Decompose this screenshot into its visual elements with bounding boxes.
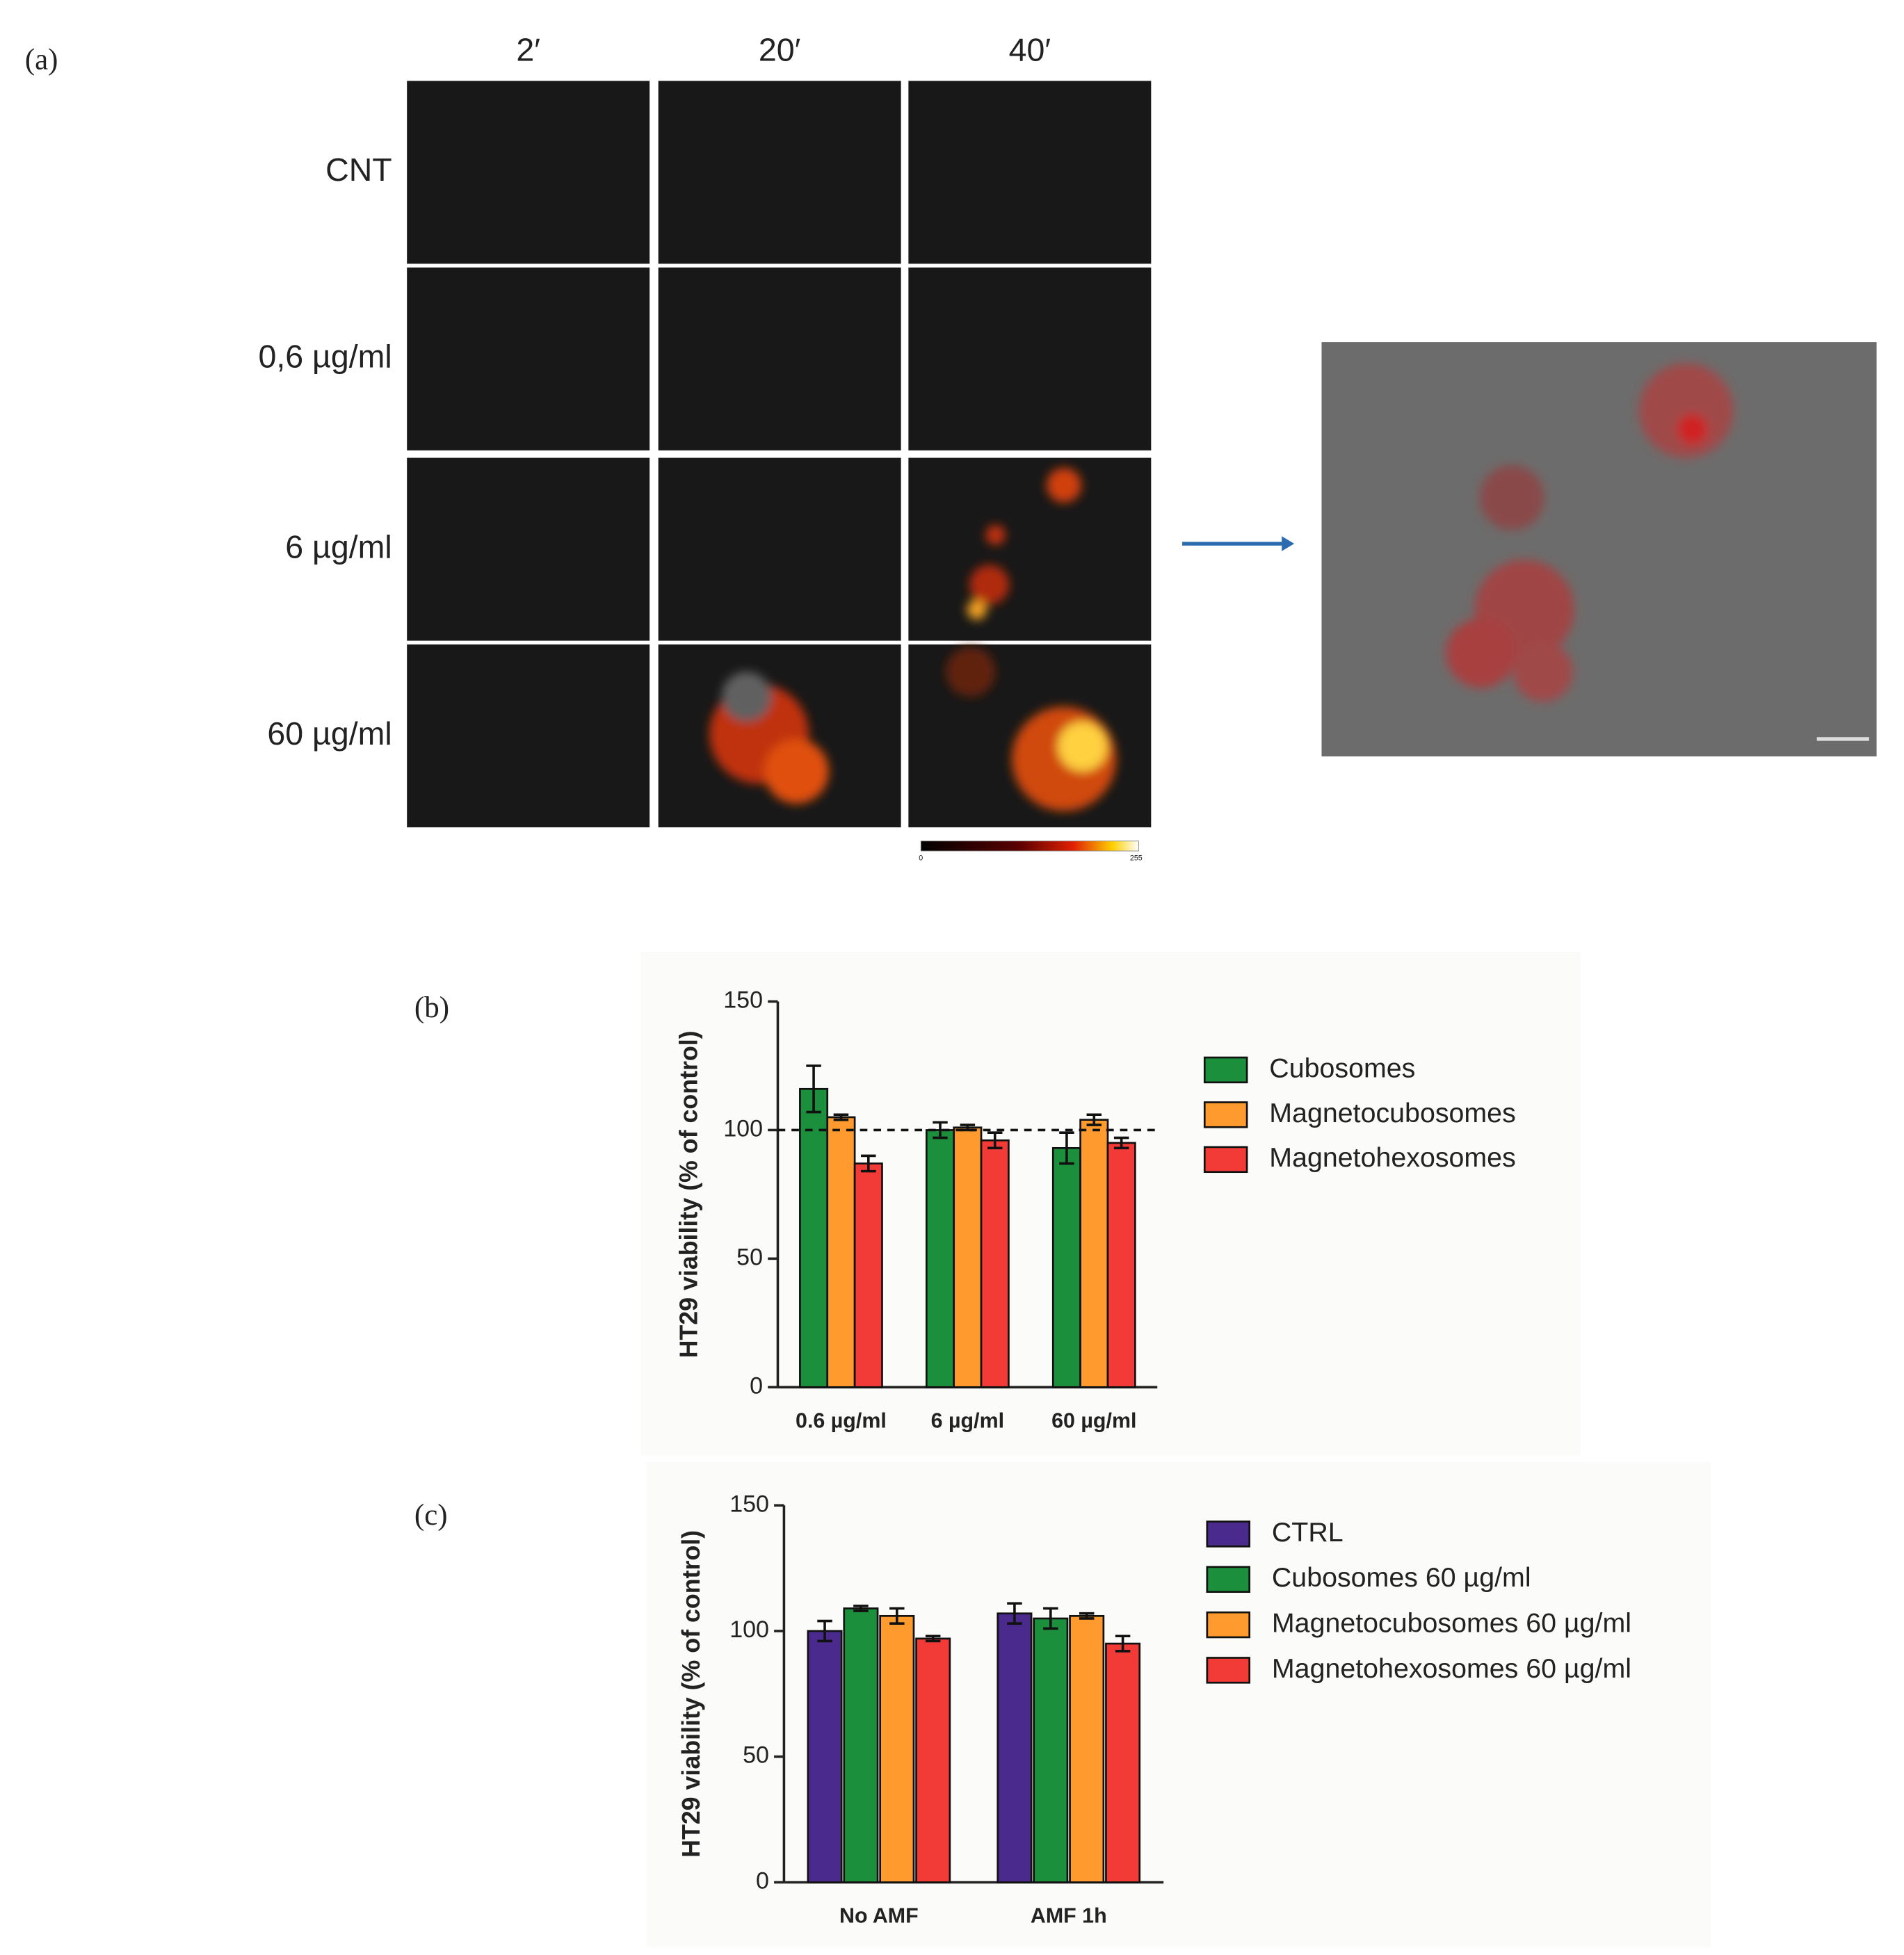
bar <box>915 1637 951 1883</box>
y-tick-label: 50 <box>743 1742 769 1769</box>
micrograph <box>658 457 901 641</box>
legend-swatch <box>1206 1520 1251 1548</box>
row-label: 60 µg/ml <box>267 715 392 752</box>
arrow-head <box>1282 536 1295 551</box>
error-bar <box>1079 1612 1095 1620</box>
bar <box>1079 1119 1109 1388</box>
legend-swatch <box>1203 1146 1248 1174</box>
bar <box>925 1129 955 1388</box>
error-bar <box>1007 1602 1022 1625</box>
legend-swatch <box>1206 1566 1251 1593</box>
legend-swatch <box>1206 1611 1251 1639</box>
error-bar <box>1115 1634 1131 1653</box>
y-axis-label: HT29 viability (% of control) <box>675 1030 703 1358</box>
legend-swatch <box>1206 1657 1251 1684</box>
micrograph <box>908 81 1152 264</box>
legend-label: CTRL <box>1272 1517 1344 1548</box>
charts: (b) 0 50 100 150 HT29 viability (% of control… <box>414 951 1711 1947</box>
legend-label: Magnetohexosomes 60 µg/ml <box>1272 1653 1631 1684</box>
bar-chart: (b) 0 50 100 150 HT29 viability (% of control… <box>414 951 1581 1456</box>
micrograph <box>407 644 650 828</box>
x-tick-label: 60 µg/ml <box>1051 1409 1136 1432</box>
micrograph <box>908 267 1152 451</box>
colorbar-label: 255 <box>1130 854 1143 863</box>
row-label: CNT <box>325 152 392 188</box>
panel-label: (c) <box>414 1499 448 1532</box>
panel-label: (a) <box>25 43 58 76</box>
error-bar <box>933 1121 948 1139</box>
bar-chart: (c) 0 50 100 150 HT29 viability (% of control… <box>414 1461 1711 1947</box>
y-tick-label: 150 <box>729 1491 769 1517</box>
bar <box>879 1614 915 1883</box>
error-bar <box>1113 1136 1129 1150</box>
bar <box>997 1612 1033 1883</box>
bar <box>1033 1617 1069 1883</box>
overlay-image <box>1321 342 1877 757</box>
bar <box>1106 1142 1136 1388</box>
error-bar <box>1043 1607 1058 1630</box>
legend-swatch <box>1203 1101 1248 1128</box>
panel-label: (b) <box>414 991 449 1024</box>
bar <box>953 1126 983 1388</box>
column-header: 40′ <box>1009 31 1051 67</box>
error-bar <box>1086 1113 1102 1126</box>
row-label: 0,6 µg/ml <box>258 339 392 375</box>
error-bar <box>833 1113 849 1121</box>
micrograph <box>407 267 650 451</box>
fluorescence <box>709 467 1117 811</box>
micrograph <box>908 457 1152 641</box>
x-tick-label: 0.6 µg/ml <box>796 1409 887 1432</box>
x-tick-label: AMF 1h <box>1031 1904 1107 1928</box>
colorbar <box>920 841 1139 852</box>
bar <box>1069 1614 1105 1883</box>
y-tick-label: 0 <box>750 1372 763 1399</box>
legend-label: Cubosomes <box>1269 1053 1415 1083</box>
error-bar <box>1059 1131 1074 1165</box>
row-label: 6 µg/ml <box>285 528 392 565</box>
column-header: 20′ <box>759 31 800 67</box>
error-bar <box>987 1131 1003 1150</box>
micrograph-grid: 2′ 20′ 40′ CNT 0,6 µg/ml 6 µg/ml 60 µg/ml <box>258 31 1152 828</box>
legend-swatch <box>1203 1056 1248 1084</box>
legend-label: Magnetocubosomes 60 µg/ml <box>1272 1607 1631 1638</box>
micrograph <box>658 81 901 264</box>
micrograph <box>407 81 650 264</box>
bar <box>853 1162 883 1388</box>
bar <box>980 1139 1010 1388</box>
error-bar <box>889 1607 905 1625</box>
error-bar <box>925 1634 941 1643</box>
y-tick-label: 150 <box>723 987 763 1014</box>
bar <box>1051 1146 1081 1388</box>
y-tick-label: 0 <box>756 1867 769 1894</box>
error-bar <box>853 1605 869 1612</box>
error-bar <box>861 1154 876 1173</box>
bar <box>807 1630 843 1883</box>
x-tick-label: No AMF <box>839 1904 919 1928</box>
micrograph <box>407 457 650 641</box>
error-bar <box>806 1064 821 1114</box>
bar <box>1105 1642 1141 1883</box>
legend-label: Magnetohexosomes <box>1269 1142 1515 1173</box>
y-tick-label: 100 <box>723 1115 763 1142</box>
y-tick-label: 100 <box>729 1616 769 1643</box>
column-header: 2′ <box>516 31 540 67</box>
colorbar-label: 0 <box>919 854 923 863</box>
bar <box>826 1116 856 1388</box>
micrograph <box>658 267 901 451</box>
bar <box>799 1087 829 1388</box>
y-tick-label: 50 <box>736 1244 763 1270</box>
error-bar <box>817 1619 832 1643</box>
legend-label: Magnetocubosomes <box>1269 1098 1515 1128</box>
y-axis-label: HT29 viability (% of control) <box>677 1530 705 1858</box>
x-tick-label: 6 µg/ml <box>931 1409 1004 1432</box>
legend-label: Cubosomes 60 µg/ml <box>1272 1562 1531 1593</box>
chart-background <box>647 1461 1711 1947</box>
bar <box>843 1607 879 1883</box>
